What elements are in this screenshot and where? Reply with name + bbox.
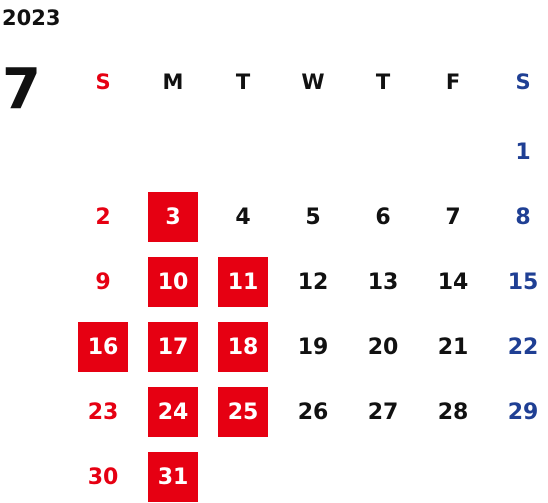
day-cell-28[interactable]: 28 [437, 399, 469, 425]
day-cell-1[interactable]: 1 [515, 139, 531, 165]
day-cell-27[interactable]: 27 [367, 399, 399, 425]
day-cell-9[interactable]: 9 [95, 269, 111, 295]
day-cell-15[interactable]: 15 [507, 269, 539, 295]
day-cell-11[interactable]: 11 [218, 257, 268, 307]
day-cell-6[interactable]: 6 [375, 204, 391, 230]
day-cell-23[interactable]: 23 [87, 399, 119, 425]
day-cell-20[interactable]: 20 [367, 334, 399, 360]
weekday-label-thursday: T [375, 70, 391, 94]
day-cell-17[interactable]: 17 [148, 322, 198, 372]
weekday-label-saturday: S [515, 70, 531, 94]
day-cell-29[interactable]: 29 [507, 399, 539, 425]
day-cell-18[interactable]: 18 [218, 322, 268, 372]
day-cell-2[interactable]: 2 [95, 204, 111, 230]
calendar-year: 2023 [2, 6, 61, 30]
weekday-label-wednesday: W [301, 70, 325, 94]
day-cell-16[interactable]: 16 [78, 322, 128, 372]
day-cell-24[interactable]: 24 [148, 387, 198, 437]
day-cell-22[interactable]: 22 [507, 334, 539, 360]
weekday-label-sunday: S [95, 70, 111, 94]
calendar-month: 7 [2, 57, 41, 122]
day-cell-10[interactable]: 10 [148, 257, 198, 307]
day-cell-3[interactable]: 3 [148, 192, 198, 242]
day-cell-7[interactable]: 7 [445, 204, 461, 230]
weekday-label-monday: M [162, 70, 184, 94]
day-cell-5[interactable]: 5 [305, 204, 321, 230]
day-cell-30[interactable]: 30 [87, 464, 119, 490]
day-cell-31[interactable]: 31 [148, 452, 198, 502]
day-cell-25[interactable]: 25 [218, 387, 268, 437]
weekday-label-tuesday: T [235, 70, 251, 94]
day-cell-26[interactable]: 26 [297, 399, 329, 425]
day-cell-4[interactable]: 4 [235, 204, 251, 230]
day-cell-19[interactable]: 19 [297, 334, 329, 360]
day-cell-14[interactable]: 14 [437, 269, 469, 295]
day-cell-12[interactable]: 12 [297, 269, 329, 295]
day-cell-13[interactable]: 13 [367, 269, 399, 295]
day-cell-8[interactable]: 8 [515, 204, 531, 230]
weekday-label-friday: F [445, 70, 461, 94]
day-cell-21[interactable]: 21 [437, 334, 469, 360]
